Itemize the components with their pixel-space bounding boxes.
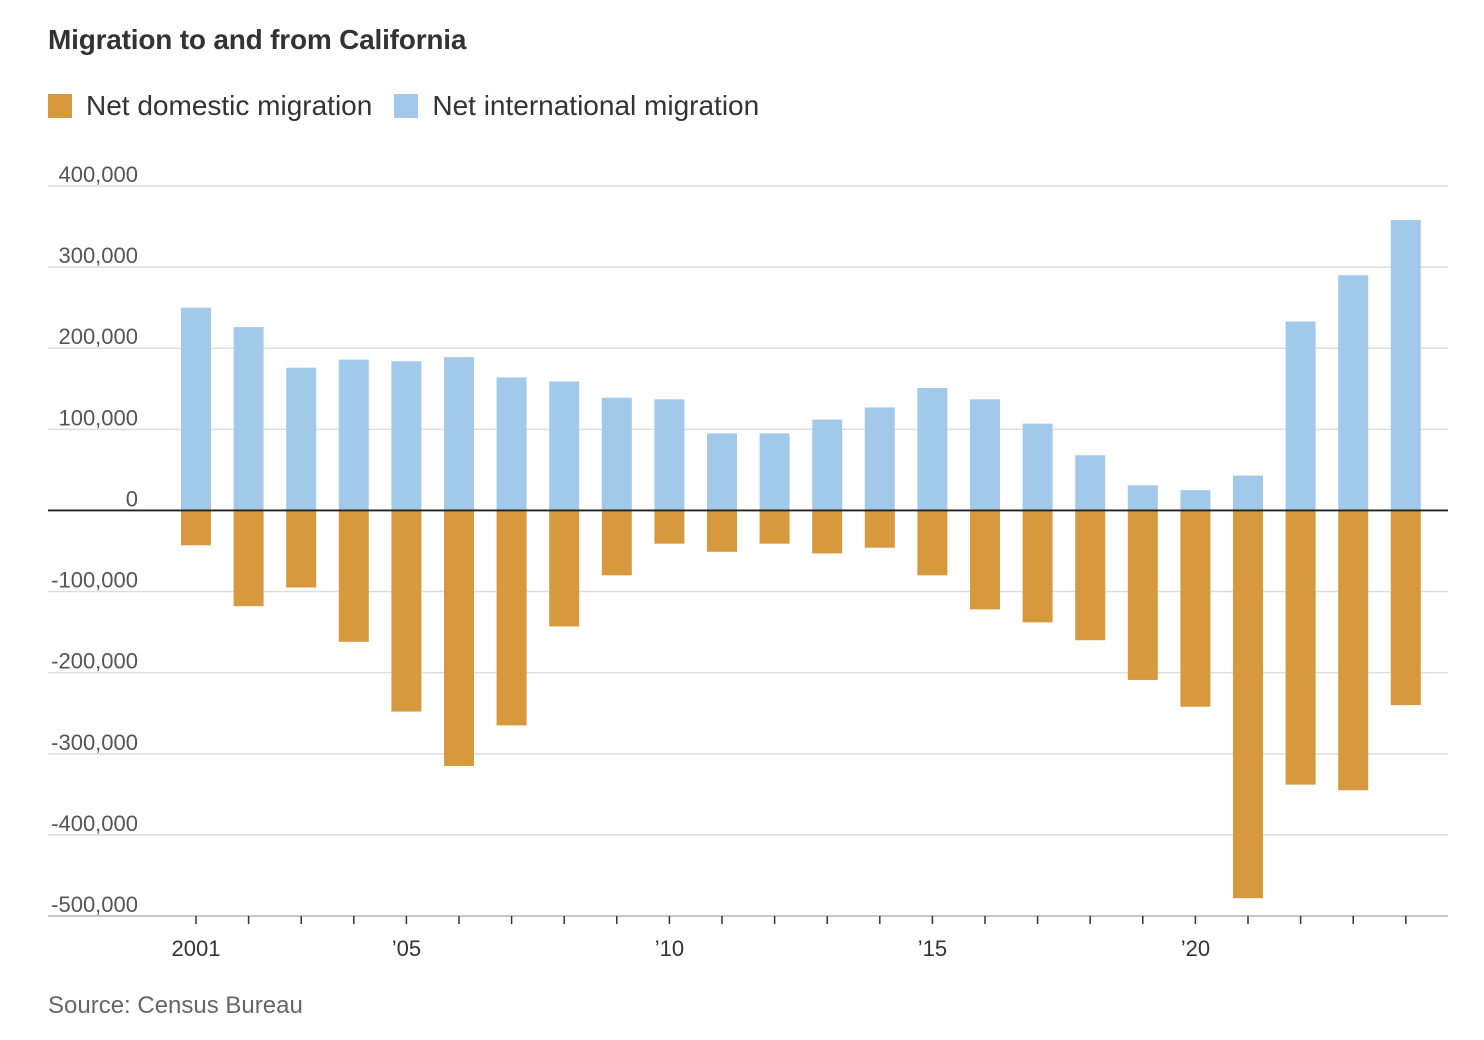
bar-international-2003 [286, 367, 317, 511]
bar-international-2002 [233, 327, 264, 511]
bar-domestic-2007 [496, 510, 527, 726]
bar-domestic-2013 [812, 510, 843, 554]
y-tick-label: 300,000 [58, 243, 138, 268]
source-note: Source: Census Bureau [48, 992, 303, 1019]
bar-domestic-2002 [233, 510, 264, 607]
bar-domestic-2015 [917, 510, 948, 576]
x-tick-label: ’15 [918, 936, 947, 961]
chart-title: Migration to and from California [48, 24, 467, 55]
bar-international-2018 [1075, 455, 1106, 511]
bar-international-2021 [1233, 475, 1263, 511]
bar-domestic-2005 [391, 510, 422, 712]
bar-international-2008 [549, 381, 580, 511]
y-tick-label: -400,000 [51, 811, 138, 836]
bar-domestic-2004 [338, 510, 369, 642]
bar-domestic-2022 [1285, 510, 1316, 785]
y-tick-label: 400,000 [58, 162, 138, 187]
bar-domestic-2010 [654, 510, 685, 544]
y-tick-label: -300,000 [51, 730, 138, 755]
legend: Net domestic migration Net international… [48, 90, 781, 122]
bar-international-2011 [707, 433, 737, 511]
bar-international-2009 [601, 397, 632, 511]
bar-international-2001 [181, 307, 211, 511]
bar-international-2020 [1180, 490, 1211, 511]
y-tick-label: 0 [126, 486, 138, 511]
y-axis-labels: 400,000 300,000 200,000 100,000 0 -100,000 -20… [51, 162, 138, 917]
x-tick-label: 2001 [172, 936, 221, 961]
bar-international-2004 [338, 359, 369, 511]
bar-domestic-2018 [1075, 510, 1106, 641]
bar-international-2005 [391, 361, 422, 511]
legend-swatch-domestic [48, 94, 72, 118]
bar-international-2010 [654, 399, 685, 511]
bar-international-2013 [812, 419, 843, 511]
bar-domestic-2023 [1338, 510, 1369, 791]
bar-domestic-2009 [601, 510, 632, 576]
chart-plot: 400,000 300,000 200,000 100,000 0 -100,000 -20… [48, 162, 1448, 961]
bar-domestic-2012 [759, 510, 790, 544]
legend-item-domestic: Net domestic migration [48, 90, 372, 122]
bar-international-2014 [864, 407, 895, 511]
y-tick-label: -500,000 [51, 892, 138, 917]
bars-international [181, 220, 1421, 511]
y-tick-label: 200,000 [58, 324, 138, 349]
x-tick-label: ’20 [1181, 936, 1210, 961]
bar-international-2019 [1127, 485, 1158, 511]
x-axis: 2001 ’05 ’10 ’15 ’20 [48, 915, 1448, 961]
bar-international-2017 [1022, 423, 1053, 511]
bar-domestic-2008 [549, 510, 580, 627]
bar-international-2012 [759, 433, 790, 511]
bar-domestic-2001 [181, 510, 211, 546]
bar-domestic-2006 [444, 510, 474, 766]
bar-international-2016 [970, 399, 1000, 511]
bar-domestic-2003 [286, 510, 317, 588]
bar-international-2006 [444, 357, 474, 511]
bar-domestic-2021 [1233, 510, 1263, 899]
legend-item-international: Net international migration [394, 90, 759, 122]
bar-international-2024 [1390, 220, 1421, 511]
bar-domestic-2011 [707, 510, 737, 552]
bar-domestic-2024 [1390, 510, 1421, 706]
x-tick-label: ’05 [392, 936, 421, 961]
bars-domestic [181, 510, 1421, 899]
bar-domestic-2016 [970, 510, 1000, 610]
legend-label-domestic: Net domestic migration [86, 90, 373, 121]
bar-domestic-2020 [1180, 510, 1211, 707]
bar-international-2023 [1338, 275, 1369, 511]
y-tick-label: -200,000 [51, 649, 138, 674]
bar-international-2015 [917, 387, 948, 511]
bar-domestic-2014 [864, 510, 895, 548]
legend-swatch-international [394, 94, 419, 118]
y-tick-label: 100,000 [58, 405, 138, 430]
bar-international-2007 [496, 377, 527, 511]
x-tick-label: ’10 [655, 936, 684, 961]
bar-international-2022 [1285, 321, 1316, 511]
legend-label-international: Net international migration [432, 90, 760, 121]
y-tick-label: -100,000 [51, 568, 138, 593]
bar-domestic-2017 [1022, 510, 1053, 623]
bar-domestic-2019 [1127, 510, 1158, 680]
